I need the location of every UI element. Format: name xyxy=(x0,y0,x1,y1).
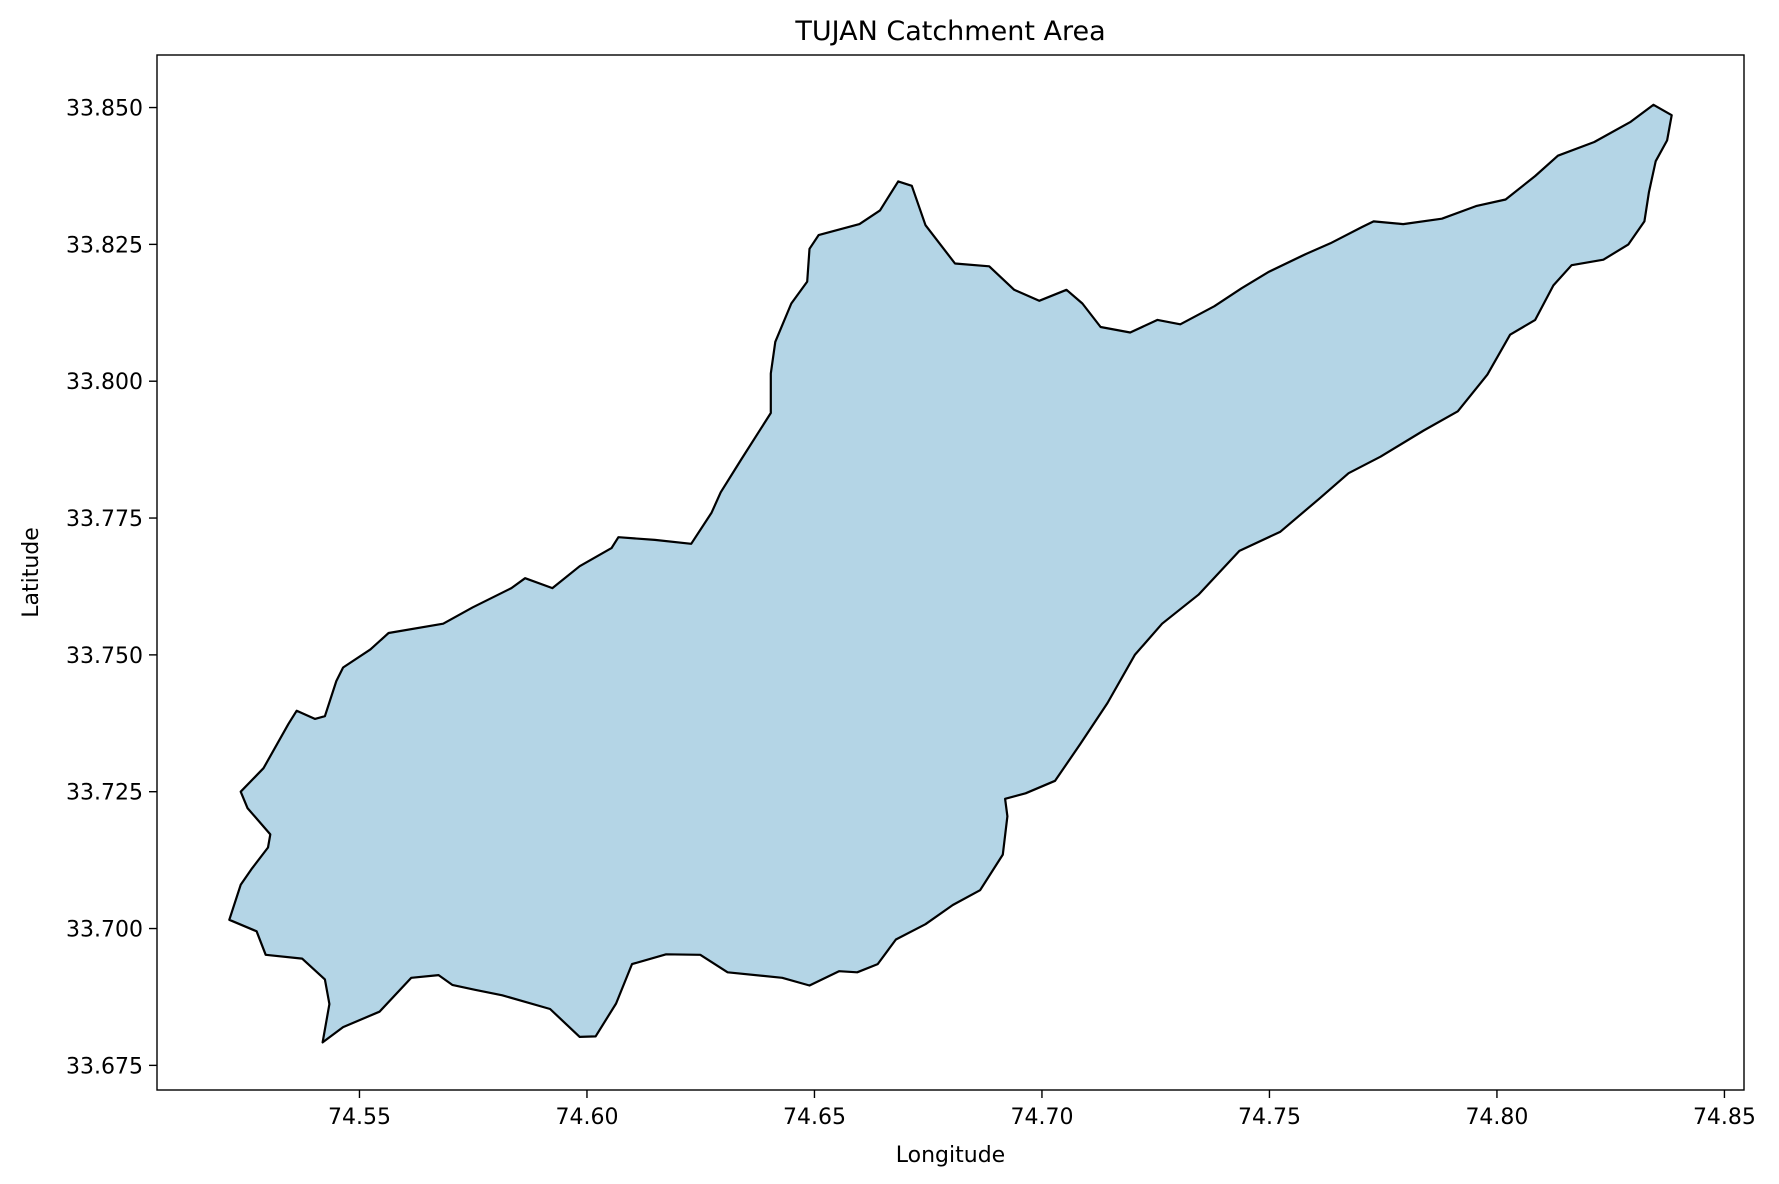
y-tick-label: 33.800 xyxy=(66,370,143,395)
y-tick-label: 33.675 xyxy=(66,1054,143,1079)
x-tick-label: 74.65 xyxy=(783,1105,846,1130)
y-tick-label: 33.750 xyxy=(66,644,143,669)
x-axis-ticks: 74.55 74.60 74.65 74.70 74.75 74.80 74.85 xyxy=(328,1090,1756,1130)
x-tick-label: 74.55 xyxy=(328,1105,391,1130)
x-tick-label: 74.70 xyxy=(1010,1105,1073,1130)
y-tick-label: 33.775 xyxy=(66,507,143,532)
y-axis-ticks: 33.675 33.700 33.725 33.750 33.775 33.800 33.8… xyxy=(66,97,157,1079)
x-tick-label: 74.75 xyxy=(1238,1105,1301,1130)
y-tick-label: 33.725 xyxy=(66,781,143,806)
y-tick-label: 33.825 xyxy=(66,233,143,258)
catchment-polygon xyxy=(228,103,1673,1044)
y-tick-label: 33.850 xyxy=(66,97,143,122)
y-tick-label: 33.700 xyxy=(66,918,143,943)
x-tick-label: 74.60 xyxy=(555,1105,618,1130)
axes-frame xyxy=(156,54,1745,1091)
y-axis-label: Latitude xyxy=(19,527,44,618)
x-tick-label: 74.85 xyxy=(1693,1105,1756,1130)
x-tick-label: 74.80 xyxy=(1465,1105,1528,1130)
chart-title: TUJAN Catchment Area xyxy=(794,16,1105,47)
x-axis-label: Longitude xyxy=(896,1143,1005,1168)
